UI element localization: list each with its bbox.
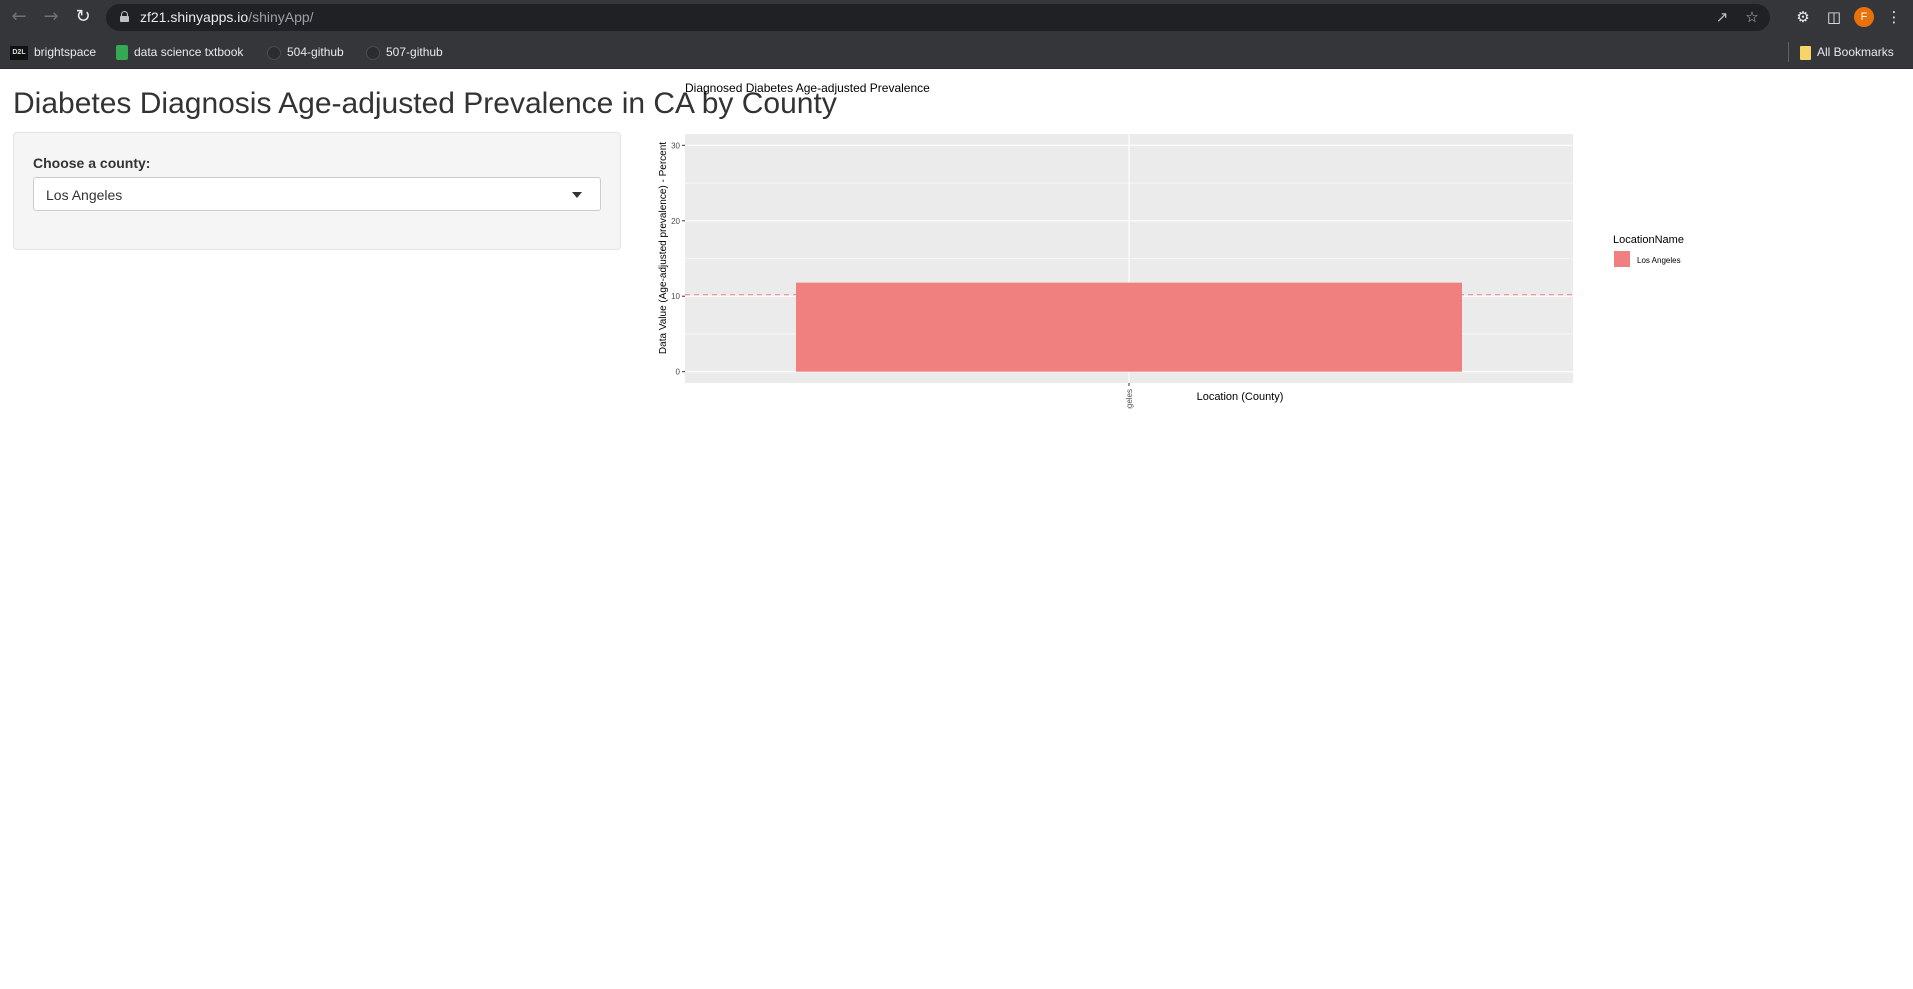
github-icon — [267, 45, 281, 60]
y-tick-label: 30 — [671, 141, 680, 150]
bookmark-star-icon[interactable]: ☆ — [1745, 8, 1759, 26]
y-tick-label: 20 — [671, 217, 680, 226]
url-path: /shinyApp/ — [248, 9, 314, 25]
prevalence-chart: Diagnosed Diabetes Age-adjusted Prevalen… — [658, 81, 1684, 409]
county-select-value: Los Angeles — [46, 187, 123, 203]
d2l-icon: D2L — [10, 45, 28, 60]
github-icon — [366, 45, 380, 60]
x-axis-label: Location (County) — [1197, 391, 1284, 403]
share-icon[interactable]: ↗ — [1715, 8, 1729, 26]
bookmark-label: 507-github — [386, 45, 443, 59]
browser-toolbar: ← → ↻ zf21.shinyapps.io/shinyApp/ ↗ ☆ ⚙ ◫ F… — [0, 0, 1913, 34]
address-bar[interactable]: zf21.shinyapps.io/shinyApp/ ↗ ☆ — [106, 4, 1770, 31]
bookmarks-divider — [1788, 42, 1789, 62]
url-text[interactable]: zf21.shinyapps.io/shinyApp/ — [140, 9, 314, 25]
bookmark-brightspace[interactable]: D2L brightspace — [10, 43, 96, 61]
all-bookmarks-folder[interactable]: All Bookmarks — [1800, 43, 1894, 61]
county-select-label: Choose a county: — [33, 155, 151, 171]
url-host: zf21.shinyapps.io — [140, 9, 249, 25]
extensions-puzzle-icon[interactable]: ⚙ — [1796, 8, 1810, 26]
side-panel-icon[interactable]: ◫ — [1826, 8, 1842, 26]
forward-arrow-icon[interactable]: → — [43, 6, 59, 27]
y-axis-label: Data Value (Age-adjusted prevalence) - P… — [658, 142, 669, 354]
bookmark-label: All Bookmarks — [1817, 45, 1894, 59]
folder-icon — [1800, 45, 1811, 60]
bookmark-label: 504-github — [287, 45, 344, 59]
county-select[interactable]: Los Angeles — [33, 177, 601, 211]
legend-title: LocationName — [1613, 234, 1684, 246]
back-arrow-icon[interactable]: ← — [11, 6, 27, 27]
x-tick-label: Los Angeles — [1125, 389, 1134, 409]
chevron-down-icon[interactable] — [572, 192, 582, 198]
chart-title: Diagnosed Diabetes Age-adjusted Prevalen… — [685, 81, 930, 95]
more-menu-icon[interactable]: ⋮ — [1886, 8, 1902, 26]
book-icon — [116, 45, 128, 61]
reload-icon[interactable]: ↻ — [75, 6, 91, 27]
bookmark-data-science-txtbook[interactable]: data science txtbook — [116, 43, 243, 61]
legend-item-los-angeles: Los Angeles — [1637, 256, 1681, 265]
lock-icon[interactable] — [120, 11, 129, 22]
y-tick-label: 0 — [676, 368, 681, 377]
sidebar-panel: Choose a county: Los Angeles — [13, 132, 621, 250]
page-title: Diabetes Diagnosis Age-adjusted Prevalen… — [13, 87, 837, 120]
bookmark-label: brightspace — [34, 45, 97, 59]
shiny-app-page: Diabetes Diagnosis Age-adjusted Prevalen… — [0, 69, 1913, 989]
bookmark-label: data science txtbook — [134, 45, 244, 59]
bookmark-507-github[interactable]: 507-github — [366, 43, 443, 61]
legend-swatch-los-angeles — [1614, 251, 1630, 267]
profile-avatar[interactable]: F — [1854, 7, 1874, 27]
y-tick-label: 10 — [671, 292, 680, 301]
bookmark-504-github[interactable]: 504-github — [267, 43, 344, 61]
bar-los-angeles — [796, 282, 1462, 372]
bookmarks-bar: D2L brightspace data science txtbook 504-… — [0, 34, 1913, 69]
